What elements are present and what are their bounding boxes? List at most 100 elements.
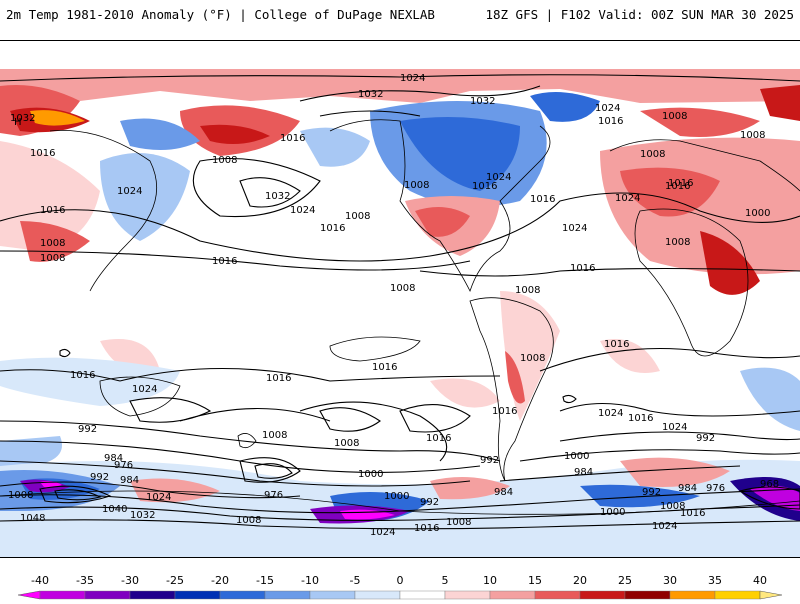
- isobar-label: 1016: [598, 116, 623, 127]
- isobar-label: 992: [696, 433, 715, 444]
- isobar-label: 1032: [10, 113, 35, 124]
- map-canvas: 1024 1032 1024 1016 1008 1016 1008 1016 …: [0, 69, 800, 557]
- isobar-label: 984: [104, 453, 123, 464]
- isobar-label: 1000: [564, 451, 589, 462]
- high-pressure-marker: H: [14, 117, 22, 128]
- colorbar-segment: [84, 590, 131, 600]
- colorbar-segment: [714, 590, 761, 600]
- isobar-label: 1000: [384, 491, 409, 502]
- isobar-label: 1048: [20, 513, 45, 524]
- isobar-label: 1016: [212, 256, 237, 267]
- colorbar-tick-label: 10: [483, 574, 497, 587]
- isobar-label: 1000: [358, 469, 383, 480]
- isobar-label: 992: [78, 424, 97, 435]
- isobar-label: 984: [574, 467, 593, 478]
- colorbar-tick-label: 30: [663, 574, 677, 587]
- isobar-label: 1008: [404, 180, 429, 191]
- colorbar-tick-label: 40: [753, 574, 767, 587]
- isobar-label: 1016: [266, 373, 291, 384]
- colorbar-tick-label: -40: [31, 574, 49, 587]
- isobar-label: 1024: [615, 193, 640, 204]
- colorbar-segment: [39, 590, 86, 600]
- isobar-label: 1008: [662, 111, 687, 122]
- isobar-label: 1016: [30, 148, 55, 159]
- colorbar-tick-label: -5: [350, 574, 361, 587]
- colorbar-max-arrow: [759, 590, 783, 600]
- colorbar-tick-label: -25: [166, 574, 184, 587]
- isobar-label: 1024: [132, 384, 157, 395]
- colorbar-segment: [489, 590, 536, 600]
- isobar-label: 1024: [117, 186, 142, 197]
- isobar-label: 1024: [400, 73, 425, 84]
- isobar-label: 1032: [358, 89, 383, 100]
- isobar-label: 1024: [146, 492, 171, 503]
- colorbar-tick-label: 15: [528, 574, 542, 587]
- anomaly-map[interactable]: 1024 1032 1024 1016 1008 1016 1008 1016 …: [0, 40, 800, 558]
- colorbar-tick-label: 35: [708, 574, 722, 587]
- isobar-label: 976: [114, 460, 133, 471]
- map-title: 2m Temp 1981-2010 Anomaly (°F) | College…: [6, 7, 435, 22]
- isobar-label: 1016: [668, 178, 693, 189]
- isobar-label: 976: [706, 483, 725, 494]
- model-run-info: 18Z GFS | F102 Valid: 00Z SUN MAR 30 202…: [485, 7, 794, 22]
- isobar-label: 1016: [604, 339, 629, 350]
- isobar-label: 1000: [600, 507, 625, 518]
- colorbar-segment: [399, 590, 446, 600]
- isobar-label: 1032: [265, 191, 290, 202]
- colorbar-segment: [669, 590, 716, 600]
- isobar-label: 1016: [426, 433, 451, 444]
- isobar-label: 992: [90, 472, 109, 483]
- isobar-label: 1008: [40, 238, 65, 249]
- isobar-label: 1008: [334, 438, 359, 449]
- isobar-label: 1008: [515, 285, 540, 296]
- isobar-label: 1016: [414, 523, 439, 534]
- isobar-label: 992: [420, 497, 439, 508]
- isobar-label: 1008: [262, 430, 287, 441]
- isobar-label: 1016: [492, 406, 517, 417]
- isobar-label: 1016: [570, 263, 595, 274]
- colorbar-segment: [264, 590, 311, 600]
- isobar-label: 1008: [740, 130, 765, 141]
- colorbar-tick-label: 5: [442, 574, 449, 587]
- colorbar-tick-label: -20: [211, 574, 229, 587]
- isobar-label: 1024: [486, 172, 511, 183]
- colorbar-canvas: -40 -35 -30 -25 -20 -15 -10 -5 0 5 10 15 20 25 30 35 40: [17, 574, 783, 600]
- isobar-label: 992: [480, 455, 499, 466]
- isobar-label: 1032: [130, 510, 155, 521]
- isobar-label: 984: [494, 487, 513, 498]
- isobar-label: 968: [760, 479, 779, 490]
- isobar-label: 984: [678, 483, 697, 494]
- isobar-label: 1016: [530, 194, 555, 205]
- colorbar-tick-label: 25: [618, 574, 632, 587]
- colorbar-segment: [219, 590, 266, 600]
- colorbar-tick-label: 0: [397, 574, 404, 587]
- colorbar-min-arrow: [17, 590, 41, 600]
- isobar-label: 1024: [290, 205, 315, 216]
- colorbar-tick-label: -10: [301, 574, 319, 587]
- isobar-label: 1008: [446, 517, 471, 528]
- colorbar-tick-label: -30: [121, 574, 139, 587]
- isobar-label: 1016: [70, 370, 95, 381]
- isobars: [0, 74, 800, 530]
- isobar-label: 1008: [660, 501, 685, 512]
- isobar-label: 1000: [745, 208, 770, 219]
- isobar-label: 1008: [8, 490, 33, 501]
- isobar-labels: 1024 1032 1024 1016 1008 1016 1008 1016 …: [8, 73, 779, 538]
- isobar-label: 1024: [370, 527, 395, 538]
- colorbar-segment: [174, 590, 221, 600]
- isobar-label: 1032: [470, 96, 495, 107]
- isobar-label: 1008: [40, 253, 65, 264]
- isobar-label: 1008: [212, 155, 237, 166]
- isobar-label: 1024: [652, 521, 677, 532]
- isobar-label: 984: [120, 475, 139, 486]
- isobar-label: 1024: [598, 408, 623, 419]
- isobar-label: 1016: [680, 508, 705, 519]
- isobar-label: 1008: [520, 353, 545, 364]
- colorbar-segment: [534, 590, 581, 600]
- isobar-label: 1024: [562, 223, 587, 234]
- isobar-label: 1008: [390, 283, 415, 294]
- title-bar: 2m Temp 1981-2010 Anomaly (°F) | College…: [0, 0, 800, 30]
- isobar-label: 1008: [345, 211, 370, 222]
- isobar-label: 976: [264, 490, 283, 501]
- isobar-label: 1016: [40, 205, 65, 216]
